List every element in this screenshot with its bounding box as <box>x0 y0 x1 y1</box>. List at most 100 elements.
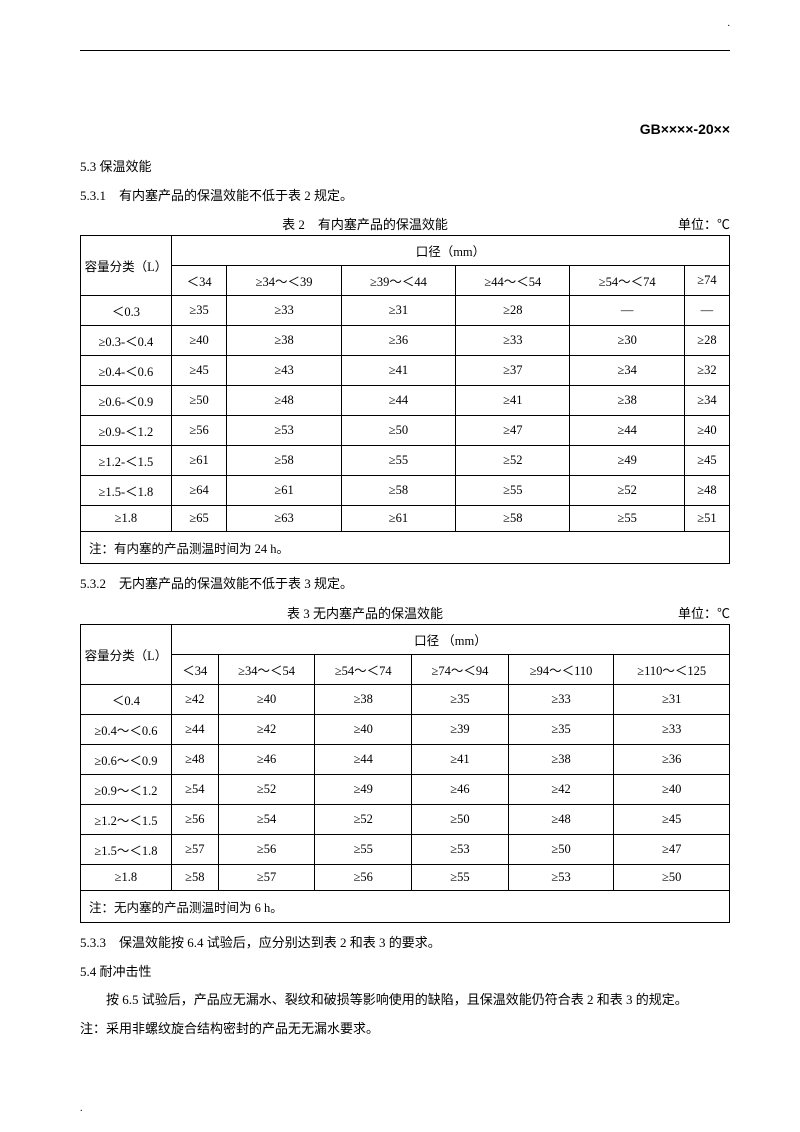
table-row: ＜34 ≥34～＜54 ≥54～＜74 ≥74～＜94 ≥94～＜110 ≥11… <box>81 655 730 685</box>
cell-value: ≥58 <box>227 446 341 476</box>
cell-capacity: ≥0.6～＜0.9 <box>81 745 172 775</box>
cell-value: ≥52 <box>570 476 684 506</box>
cell-value: ≥56 <box>218 835 315 865</box>
cell-value: ≥44 <box>570 416 684 446</box>
cell-capacity: ≥0.9-＜1.2 <box>81 416 172 446</box>
cell-value: ≥38 <box>508 745 614 775</box>
table-row: 容量分类（L） 口径（mm） <box>81 236 730 266</box>
cell-value: ≥53 <box>508 865 614 891</box>
cell-value: ≥35 <box>412 685 509 715</box>
table-row: ≥0.3-＜0.4≥40≥38≥36≥33≥30≥28 <box>81 326 730 356</box>
table3-unit: 单位：℃ <box>650 603 730 622</box>
cell-value: ≥39 <box>412 715 509 745</box>
col-capacity: 容量分类（L） <box>81 236 172 296</box>
cell-value: ≥41 <box>341 356 455 386</box>
cell-value: ≥55 <box>341 446 455 476</box>
col-h: ≥54～＜74 <box>315 655 412 685</box>
cell-capacity: ≥0.6-＜0.9 <box>81 386 172 416</box>
cell-value: ≥33 <box>614 715 730 745</box>
table3-caption: 表 3 无内塞产品的保温效能 <box>80 603 650 622</box>
cell-value: ≥38 <box>570 386 684 416</box>
corner-dot-top: . <box>728 18 731 29</box>
cell-value: ≥28 <box>684 326 729 356</box>
table-row: ≥0.4-＜0.6≥45≥43≥41≥37≥34≥32 <box>81 356 730 386</box>
cell-value: ≥44 <box>171 715 218 745</box>
table-row: ≥1.5-＜1.8≥64≥61≥58≥55≥52≥48 <box>81 476 730 506</box>
cell-value: ≥45 <box>171 356 226 386</box>
clause-5-4-note: 注：采用非螺纹旋合结构密封的产品无无漏水要求。 <box>80 1017 730 1042</box>
cell-value: ≥40 <box>684 416 729 446</box>
table2-note: 注：有内塞的产品测温时间为 24 h。 <box>81 532 730 564</box>
cell-value: ≥47 <box>456 416 570 446</box>
cell-value: ≥61 <box>227 476 341 506</box>
cell-value: ≥42 <box>171 685 218 715</box>
table2-body: ＜0.3≥35≥33≥31≥28——≥0.3-＜0.4≥40≥38≥36≥33≥… <box>81 296 730 532</box>
cell-value: ≥58 <box>171 865 218 891</box>
cell-value: ≥55 <box>570 506 684 532</box>
col-h: ≥74 <box>684 266 729 296</box>
cell-value: ≥34 <box>570 356 684 386</box>
cell-value: ≥32 <box>684 356 729 386</box>
cell-capacity: ≥0.9～＜1.2 <box>81 775 172 805</box>
cell-capacity: ≥0.4～＜0.6 <box>81 715 172 745</box>
table3-note: 注：无内塞的产品测温时间为 6 h。 <box>81 891 730 923</box>
cell-value: ≥35 <box>508 715 614 745</box>
table-row: ≥0.9～＜1.2≥54≥52≥49≥46≥42≥40 <box>81 775 730 805</box>
cell-value: ≥44 <box>315 745 412 775</box>
section-num: 5.3 <box>80 159 96 174</box>
cell-capacity: ≥1.5-＜1.8 <box>81 476 172 506</box>
cell-value: ≥37 <box>456 356 570 386</box>
cell-value: ≥43 <box>227 356 341 386</box>
cell-value: ≥45 <box>614 805 730 835</box>
table-row: ≥1.2～＜1.5≥56≥54≥52≥50≥48≥45 <box>81 805 730 835</box>
cell-value: ≥56 <box>171 805 218 835</box>
cell-value: ≥64 <box>171 476 226 506</box>
cell-value: ≥50 <box>508 835 614 865</box>
table-2: 容量分类（L） 口径（mm） ＜34 ≥34～＜39 ≥39～＜44 ≥44～＜… <box>80 235 730 564</box>
cell-value: ≥46 <box>412 775 509 805</box>
cell-value: ≥56 <box>171 416 226 446</box>
cell-value: ≥36 <box>614 745 730 775</box>
section-title: 保温效能 <box>100 159 152 174</box>
table3-body: ＜0.4≥42≥40≥38≥35≥33≥31≥0.4～＜0.6≥44≥42≥40… <box>81 685 730 891</box>
cell-value: ≥58 <box>341 476 455 506</box>
cell-capacity: ≥0.3-＜0.4 <box>81 326 172 356</box>
table-row: ＜0.4≥42≥40≥38≥35≥33≥31 <box>81 685 730 715</box>
cell-value: ≥35 <box>171 296 226 326</box>
cell-value: ≥55 <box>456 476 570 506</box>
clause-5-4-body: 按 6.5 试验后，产品应无漏水、裂纹和破损等影响使用的缺陷，且保温效能仍符合表… <box>80 988 730 1013</box>
page: . GB××××-20×× 5.3 保温效能 5.3.1 有内塞产品的保温效能不… <box>0 0 800 1132</box>
cell-value: ≥51 <box>684 506 729 532</box>
section-5-3: 5.3 保温效能 <box>80 155 730 180</box>
cell-value: ≥49 <box>315 775 412 805</box>
cell-value: ≥48 <box>227 386 341 416</box>
table-3: 容量分类（L） 口径 （mm） ＜34 ≥34～＜54 ≥54～＜74 ≥74～… <box>80 624 730 923</box>
cell-value: ≥52 <box>218 775 315 805</box>
cell-capacity: ≥1.8 <box>81 865 172 891</box>
cell-value: ≥48 <box>684 476 729 506</box>
section-5-4: 5.4 耐冲击性 <box>80 960 730 985</box>
cell-capacity: ≥1.5～＜1.8 <box>81 835 172 865</box>
col-h: ＜34 <box>171 266 226 296</box>
cell-value: ≥50 <box>341 416 455 446</box>
col-h: ≥34～＜54 <box>218 655 315 685</box>
col-h: ＜34 <box>171 655 218 685</box>
col-h: ≥44～＜54 <box>456 266 570 296</box>
cell-value: ≥55 <box>315 835 412 865</box>
table2-unit: 单位：℃ <box>650 214 730 233</box>
cell-value: ≥50 <box>412 805 509 835</box>
cell-value: ≥42 <box>218 715 315 745</box>
corner-dot-bottom: . <box>80 1103 83 1114</box>
cell-capacity: ＜0.4 <box>81 685 172 715</box>
section-num: 5.4 <box>80 964 96 979</box>
cell-value: ≥46 <box>218 745 315 775</box>
cell-capacity: ＜0.3 <box>81 296 172 326</box>
col-diameter: 口径 （mm） <box>171 625 729 655</box>
cell-value: ≥45 <box>684 446 729 476</box>
table-row: 容量分类（L） 口径 （mm） <box>81 625 730 655</box>
table3-caption-row: 表 3 无内塞产品的保温效能 单位：℃ <box>80 603 730 622</box>
cell-value: ≥50 <box>171 386 226 416</box>
cell-value: ≥33 <box>508 685 614 715</box>
cell-capacity: ≥1.2～＜1.5 <box>81 805 172 835</box>
cell-value: ≥63 <box>227 506 341 532</box>
